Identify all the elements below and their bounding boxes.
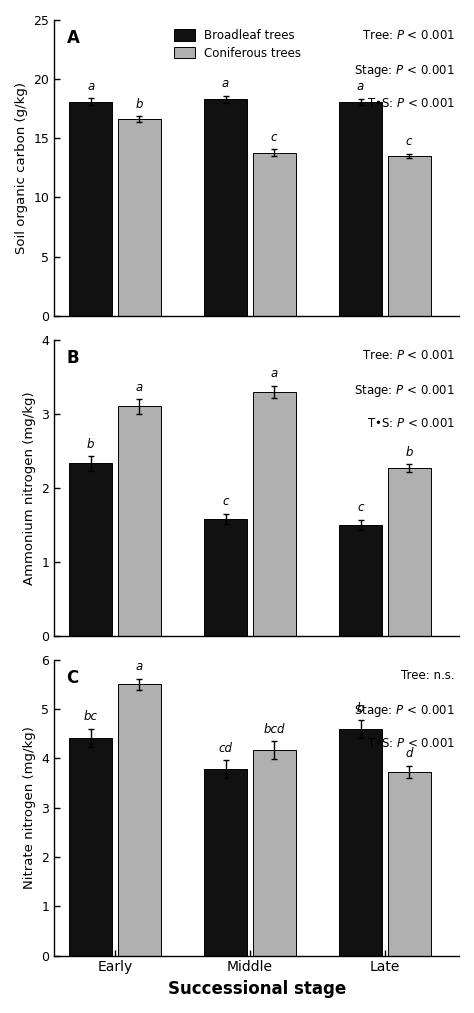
Bar xyxy=(388,156,431,316)
Text: b: b xyxy=(136,98,143,111)
Bar xyxy=(253,153,296,316)
Y-axis label: Soil organic carbon (g/kg): Soil organic carbon (g/kg) xyxy=(15,82,28,254)
Text: C: C xyxy=(66,669,79,687)
Text: A: A xyxy=(66,29,79,47)
Text: c: c xyxy=(357,501,364,515)
Bar xyxy=(339,525,382,636)
Bar xyxy=(204,519,247,636)
Bar xyxy=(69,101,112,316)
Text: b: b xyxy=(405,446,413,459)
Text: T•S: $P$ < 0.001: T•S: $P$ < 0.001 xyxy=(367,97,455,109)
Bar xyxy=(118,685,161,955)
Bar xyxy=(388,772,431,955)
Bar xyxy=(253,750,296,955)
Bar xyxy=(253,392,296,636)
Text: Tree: $P$ < 0.001: Tree: $P$ < 0.001 xyxy=(362,348,455,362)
Bar xyxy=(118,120,161,316)
Bar xyxy=(118,406,161,636)
Text: Stage: $P$ < 0.001: Stage: $P$ < 0.001 xyxy=(355,383,455,399)
Text: bc: bc xyxy=(84,710,98,723)
Legend: Broadleaf trees, Coniferous trees: Broadleaf trees, Coniferous trees xyxy=(173,28,301,60)
Text: cd: cd xyxy=(219,743,233,755)
Text: Tree: $P$ < 0.001: Tree: $P$ < 0.001 xyxy=(362,29,455,42)
Bar xyxy=(388,468,431,636)
Text: c: c xyxy=(271,131,277,144)
Text: T•S: $P$ < 0.001: T•S: $P$ < 0.001 xyxy=(367,736,455,750)
Bar xyxy=(69,463,112,636)
X-axis label: Successional stage: Successional stage xyxy=(167,980,346,998)
Y-axis label: Ammonium nitrogen (mg/kg): Ammonium nitrogen (mg/kg) xyxy=(23,391,36,585)
Bar xyxy=(204,769,247,955)
Text: a: a xyxy=(87,80,94,93)
Text: T•S: $P$ < 0.001: T•S: $P$ < 0.001 xyxy=(367,416,455,430)
Text: a: a xyxy=(222,77,229,90)
Text: b: b xyxy=(87,438,94,451)
Text: a: a xyxy=(271,368,278,381)
Y-axis label: Nitrate nitrogen (mg/kg): Nitrate nitrogen (mg/kg) xyxy=(23,726,36,889)
Text: Stage: $P$ < 0.001: Stage: $P$ < 0.001 xyxy=(355,703,455,718)
Text: b: b xyxy=(357,702,365,714)
Text: c: c xyxy=(222,495,229,509)
Text: a: a xyxy=(136,381,143,394)
Text: Tree: n.s.: Tree: n.s. xyxy=(401,669,455,682)
Text: bcd: bcd xyxy=(264,723,285,735)
Text: d: d xyxy=(405,748,413,761)
Bar xyxy=(339,728,382,955)
Bar xyxy=(204,99,247,316)
Text: c: c xyxy=(406,136,412,148)
Text: Stage: $P$ < 0.001: Stage: $P$ < 0.001 xyxy=(355,63,455,79)
Bar xyxy=(339,101,382,316)
Text: B: B xyxy=(66,348,79,367)
Bar xyxy=(69,737,112,955)
Text: a: a xyxy=(136,660,143,674)
Text: a: a xyxy=(357,80,364,93)
